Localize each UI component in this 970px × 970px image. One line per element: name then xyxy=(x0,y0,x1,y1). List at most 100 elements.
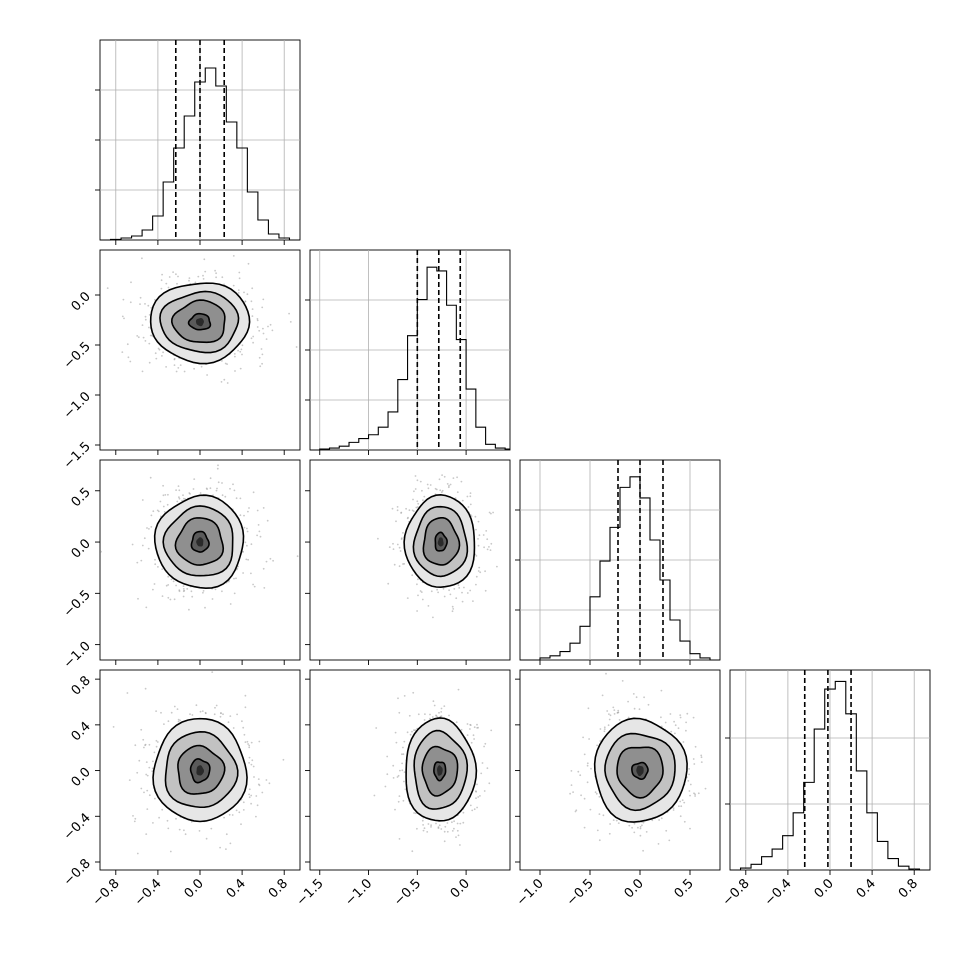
scatter-point xyxy=(586,781,589,784)
scatter-point xyxy=(121,315,124,318)
scatter-point xyxy=(432,616,434,619)
scatter-point xyxy=(191,595,194,598)
scatter-point xyxy=(595,792,598,795)
scatter-point xyxy=(188,277,191,279)
scatter-point xyxy=(179,364,182,366)
scatter-point xyxy=(188,492,191,494)
scatter-point xyxy=(470,515,473,517)
scatter-point xyxy=(453,827,455,830)
scatter-point xyxy=(639,825,642,828)
scatter-point xyxy=(144,303,146,305)
scatter-point xyxy=(167,596,170,599)
scatter-point xyxy=(224,362,227,365)
scatter-point xyxy=(421,598,424,601)
scatter-point xyxy=(164,494,167,496)
scatter-point xyxy=(473,726,476,729)
scatter-point xyxy=(167,286,170,289)
scatter-point xyxy=(476,727,478,729)
histogram-step-line xyxy=(520,476,720,661)
scatter-point xyxy=(199,710,202,713)
scatter-point xyxy=(387,582,390,585)
scatter-point xyxy=(133,820,136,823)
scatter-point xyxy=(463,586,465,589)
scatter-point xyxy=(201,710,204,712)
scatter-point xyxy=(262,327,264,330)
scatter-point xyxy=(669,713,672,715)
scatter-point xyxy=(433,704,436,707)
scatter-point xyxy=(412,498,414,501)
scatter-point xyxy=(189,713,191,715)
scatter-point xyxy=(679,800,682,803)
scatter-point xyxy=(233,592,236,595)
scatter-point xyxy=(404,788,407,791)
scatter-point xyxy=(427,823,430,825)
contour-line xyxy=(593,717,688,823)
scatter-point xyxy=(248,762,251,764)
scatter-point xyxy=(618,719,621,721)
scatter-point xyxy=(416,583,418,586)
scatter-point xyxy=(161,273,164,276)
scatter-point xyxy=(176,282,178,285)
scatter-point xyxy=(184,833,187,836)
scatter-point xyxy=(448,589,450,592)
scatter-point xyxy=(129,301,132,304)
scatter-point xyxy=(106,287,109,289)
contour-line xyxy=(164,731,239,809)
scatter-point xyxy=(261,791,264,794)
scatter-point xyxy=(660,725,663,728)
scatter-point xyxy=(633,822,636,825)
scatter-point xyxy=(490,542,493,545)
scatter-point xyxy=(606,710,609,712)
scatter-point xyxy=(462,821,465,824)
scatter-point xyxy=(141,370,144,373)
scatter-point xyxy=(601,694,604,697)
scatter-point xyxy=(627,700,629,703)
scatter-point xyxy=(417,578,419,581)
x-tick-label: −0.5 xyxy=(564,876,597,909)
scatter-point xyxy=(250,543,253,546)
hist-2 xyxy=(515,459,721,665)
scatter-point xyxy=(437,591,439,594)
scatter-point xyxy=(243,526,246,529)
scatter-point xyxy=(475,555,478,557)
scatter-point xyxy=(161,808,164,811)
scatter-point xyxy=(134,817,137,820)
y-tick-label: 0.0 xyxy=(69,289,94,314)
scatter-point xyxy=(605,672,607,675)
scatter-point xyxy=(588,738,590,740)
scatter-point xyxy=(261,353,264,356)
scatter-point xyxy=(176,708,179,710)
scatter-point xyxy=(182,588,185,590)
scatter-point xyxy=(256,326,259,328)
scatter-point xyxy=(475,528,477,531)
scatter-point xyxy=(176,500,179,503)
scatter-point xyxy=(248,746,251,749)
scatter-point xyxy=(401,753,403,756)
scatter-point xyxy=(145,833,148,835)
scatter-point xyxy=(687,780,690,782)
scatter-point xyxy=(141,544,144,547)
scatter-point xyxy=(183,497,185,500)
scatter-point xyxy=(478,534,481,537)
scatter-point xyxy=(431,716,434,718)
scatter-point xyxy=(178,828,181,831)
scatter-point xyxy=(613,713,616,715)
scatter-point xyxy=(157,566,159,568)
scatter-point xyxy=(247,262,250,265)
scatter-point xyxy=(235,577,237,580)
scatter-point xyxy=(452,608,455,610)
scatter-point xyxy=(148,326,150,329)
scatter-point xyxy=(388,546,391,548)
scatter-point xyxy=(224,495,227,498)
scatter-point xyxy=(679,716,682,719)
scatter-point xyxy=(262,567,265,570)
scatter-point xyxy=(693,763,696,765)
scatter-point xyxy=(603,728,606,730)
scatter-point xyxy=(484,589,487,592)
scatter-point xyxy=(397,697,399,700)
scatter-point xyxy=(399,550,402,552)
scatter-point xyxy=(627,716,630,719)
scatter-point xyxy=(413,812,415,814)
scatter-point xyxy=(427,605,430,607)
scatter-point xyxy=(384,785,387,788)
